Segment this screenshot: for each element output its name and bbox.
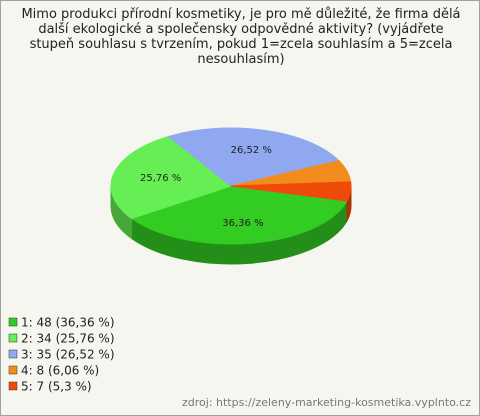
legend-swatch [8,317,18,327]
legend-label: 1: 48 (36,36 %) [21,316,115,330]
legend-swatch [8,381,18,391]
slice [167,127,340,187]
legend-label: 3: 35 (26,52 %) [21,348,115,362]
value-label: 26,52 % [231,145,272,156]
legend-label: 5: 7 (5,3 %) [21,380,92,394]
source: zdroj: https://zeleny-marketing-kosmetik… [182,396,471,409]
chart-title: Mimo produkci přírodní kosmetiky, je pro… [21,7,461,67]
slice [230,181,352,202]
legend-swatch [8,333,18,343]
legend-swatch [8,365,18,375]
slice [110,135,233,220]
legend-swatch [8,349,18,359]
value-label: 36,36 % [222,218,263,229]
slice [130,185,348,245]
legend-label: 4: 8 (6,06 %) [21,364,99,378]
value-label: 25,76 % [140,173,181,184]
legend-label: 2: 34 (25,76 %) [21,332,115,346]
